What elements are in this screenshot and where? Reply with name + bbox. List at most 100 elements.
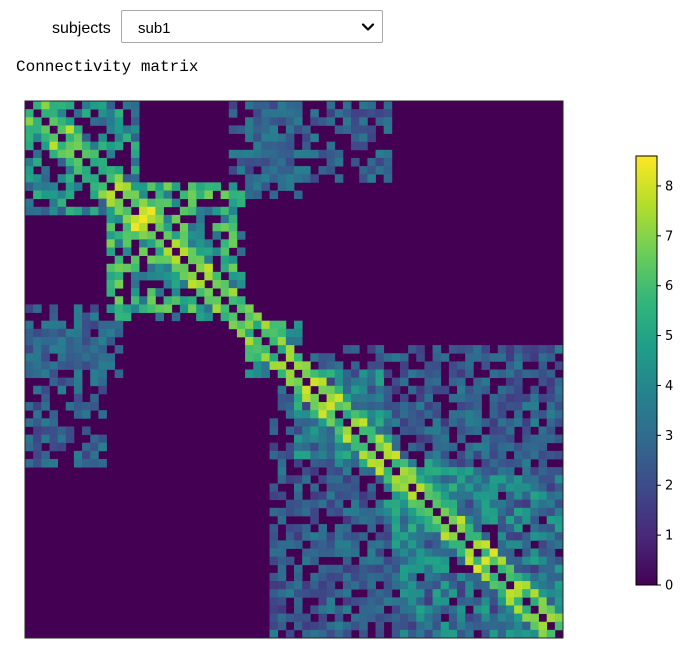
heatmap-cell bbox=[359, 385, 368, 395]
heatmap-cell bbox=[465, 572, 474, 582]
heatmap-cell bbox=[294, 564, 303, 574]
heatmap-cell bbox=[25, 402, 34, 411]
heatmap-cell bbox=[318, 377, 327, 387]
heatmap-cell bbox=[285, 101, 295, 110]
heatmap-cell bbox=[497, 402, 507, 411]
heatmap-cell bbox=[277, 369, 287, 379]
heatmap-cell bbox=[73, 304, 83, 313]
heatmap-cell bbox=[139, 206, 148, 216]
heatmap-cell bbox=[285, 426, 295, 435]
heatmap-cell bbox=[65, 125, 75, 134]
heatmap-cell bbox=[505, 459, 515, 468]
heatmap-cell bbox=[57, 101, 67, 110]
heatmap-cell bbox=[522, 515, 531, 525]
heatmap-cell bbox=[130, 190, 140, 200]
heatmap-cell bbox=[481, 564, 491, 574]
heatmap-cell bbox=[236, 125, 246, 134]
heatmap-cell bbox=[391, 548, 401, 558]
heatmap-cell bbox=[530, 483, 539, 492]
heatmap-cell bbox=[481, 629, 491, 639]
heatmap-cell bbox=[33, 442, 42, 452]
heatmap-cell bbox=[334, 548, 344, 558]
heatmap-cell bbox=[253, 369, 262, 379]
heatmap-cell bbox=[122, 304, 132, 313]
heatmap-cell bbox=[351, 402, 360, 411]
heatmap-cell bbox=[359, 450, 368, 460]
heatmap-cell bbox=[538, 556, 548, 566]
heatmap-cell bbox=[49, 328, 58, 338]
heatmap-cell bbox=[334, 385, 344, 395]
heatmap-cell bbox=[546, 507, 556, 517]
heatmap-cell bbox=[457, 377, 466, 387]
heatmap-cell bbox=[188, 255, 197, 265]
heatmap-cell bbox=[139, 182, 148, 191]
heatmap-cell bbox=[155, 214, 164, 224]
heatmap-cell bbox=[49, 198, 58, 208]
heatmap-cell bbox=[440, 385, 450, 395]
heatmap-cell bbox=[302, 450, 311, 460]
heatmap-cell bbox=[318, 418, 327, 427]
heatmap-cell bbox=[41, 369, 50, 379]
heatmap-cell bbox=[277, 459, 287, 468]
heatmap-cell bbox=[514, 613, 523, 623]
heatmap-cell bbox=[49, 426, 58, 435]
heatmap-cell bbox=[212, 247, 222, 256]
heatmap-cell bbox=[277, 385, 287, 395]
heatmap-cell bbox=[294, 385, 303, 395]
heatmap-cell bbox=[285, 182, 295, 191]
heatmap-cell bbox=[514, 361, 523, 370]
heatmap-cell bbox=[171, 288, 181, 297]
heatmap-cell bbox=[73, 369, 83, 379]
heatmap-cell bbox=[163, 190, 173, 200]
heatmap-cell bbox=[457, 629, 466, 639]
heatmap-cell bbox=[269, 320, 279, 330]
heatmap-cell bbox=[253, 141, 262, 151]
heatmap-cell bbox=[473, 450, 482, 460]
heatmap-cell bbox=[155, 206, 164, 216]
heatmap-cell bbox=[114, 206, 124, 216]
heatmap-cell bbox=[236, 296, 246, 305]
heatmap-cell bbox=[318, 117, 327, 126]
heatmap-cell bbox=[375, 109, 385, 118]
heatmap-cell bbox=[342, 507, 352, 517]
heatmap-cell bbox=[383, 597, 393, 606]
heatmap-cell bbox=[220, 304, 230, 313]
heatmap-cell bbox=[538, 459, 548, 468]
heatmap-cell bbox=[554, 572, 564, 582]
heatmap-cell bbox=[473, 402, 482, 411]
heatmap-cell bbox=[391, 410, 401, 419]
heatmap-cell bbox=[514, 377, 523, 387]
heatmap-cell bbox=[546, 434, 556, 444]
heatmap-cell bbox=[440, 605, 450, 614]
heatmap-cell bbox=[408, 524, 417, 533]
heatmap-cell bbox=[351, 125, 360, 134]
heatmap-cell bbox=[106, 320, 116, 330]
heatmap-cell bbox=[473, 491, 482, 501]
heatmap-cell bbox=[497, 581, 507, 590]
heatmap-cell bbox=[440, 467, 450, 476]
heatmap-cell bbox=[318, 564, 327, 574]
heatmap-cell bbox=[49, 304, 58, 313]
heatmap-cell bbox=[440, 564, 450, 574]
heatmap-cell bbox=[359, 410, 368, 419]
heatmap-cell bbox=[399, 540, 409, 549]
heatmap-cell bbox=[530, 402, 539, 411]
colorbar-frame bbox=[635, 155, 658, 586]
heatmap-cell bbox=[269, 141, 279, 151]
heatmap-cell bbox=[546, 524, 556, 533]
heatmap-cell bbox=[554, 450, 564, 460]
heatmap-cell bbox=[220, 206, 230, 216]
heatmap-cell bbox=[383, 174, 393, 183]
heatmap-cell bbox=[261, 109, 270, 118]
heatmap-cell bbox=[481, 483, 491, 492]
heatmap-cell bbox=[465, 524, 474, 533]
heatmap-cell bbox=[546, 589, 556, 598]
heatmap-cell bbox=[294, 475, 303, 484]
heatmap-cell bbox=[367, 581, 376, 590]
heatmap-cell bbox=[302, 125, 311, 134]
heatmap-cell bbox=[41, 182, 50, 191]
heatmap-cell bbox=[179, 223, 189, 232]
heatmap-cell bbox=[25, 434, 34, 444]
heatmap-cell bbox=[334, 418, 344, 427]
subject-dropdown[interactable]: sub1 bbox=[121, 10, 383, 43]
